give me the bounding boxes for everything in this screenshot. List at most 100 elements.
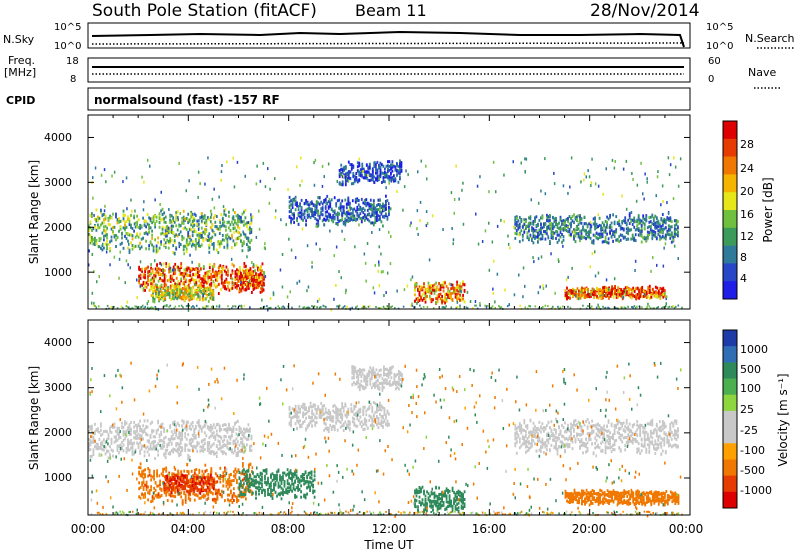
echo-cell — [156, 293, 159, 297]
echo-cell — [115, 238, 117, 242]
echo-cell — [354, 197, 357, 201]
echo-cell — [564, 222, 566, 226]
echo-cell — [202, 425, 205, 429]
echo-cell — [360, 220, 363, 224]
echo-cell — [172, 279, 175, 282]
echo-cell — [247, 227, 250, 231]
echo-cell — [462, 222, 465, 226]
echo-cell — [553, 220, 556, 224]
echo-cell — [207, 273, 210, 277]
echo-cell — [149, 217, 152, 221]
echo-cell — [312, 210, 315, 214]
echo-cell — [484, 304, 486, 307]
echo-cell — [139, 226, 141, 230]
echo-cell — [115, 438, 117, 442]
echo-cell — [91, 427, 93, 430]
echo-cell — [311, 261, 313, 264]
echo-cell — [158, 225, 161, 229]
echo-cell — [340, 183, 343, 187]
echo-cell — [631, 237, 634, 241]
echo-cell — [203, 297, 206, 301]
echo-cell — [649, 307, 652, 309]
power-colorbar: 28 24 20 16 12 8 4 Power [dB] — [722, 120, 775, 300]
echo-cell — [188, 179, 190, 183]
echo-cell — [160, 273, 163, 277]
echo-cell — [167, 240, 170, 243]
echo-cell — [212, 247, 215, 251]
echo-cell — [556, 233, 559, 237]
echo-cell — [463, 283, 466, 287]
echo-cell — [149, 445, 152, 449]
echo-cell — [125, 259, 128, 263]
echo-cell — [368, 162, 371, 166]
echo-cell — [568, 233, 571, 237]
echo-cell — [246, 271, 248, 275]
echo-cell — [238, 236, 241, 240]
echo-cell — [593, 288, 595, 292]
echo-cell — [330, 216, 333, 220]
echo-cell — [649, 215, 652, 219]
echo-cell — [216, 277, 219, 281]
echo-cell — [113, 255, 116, 259]
echo-cell — [367, 167, 370, 171]
echo-cell — [121, 236, 123, 240]
echo-cell — [582, 288, 585, 292]
echo-cell — [169, 304, 172, 307]
echo-cell — [194, 290, 197, 294]
echo-cell — [360, 217, 363, 221]
echo-cell — [648, 231, 651, 235]
echo-cell — [216, 271, 219, 275]
echo-cell — [139, 241, 141, 245]
echo-cell — [116, 432, 119, 436]
echo-cell — [154, 447, 156, 451]
echo-cell — [338, 182, 341, 186]
echo-cell — [241, 220, 244, 224]
echo-cell — [347, 199, 350, 203]
echo-cell — [152, 289, 154, 293]
echo-cell — [192, 285, 195, 289]
echo-cell — [613, 232, 616, 235]
echo-cell — [385, 212, 387, 216]
echo-cell — [145, 267, 148, 271]
echo-cell — [253, 283, 256, 287]
echo-cell — [593, 294, 595, 298]
echo-cell — [324, 210, 327, 214]
echo-cell — [202, 294, 205, 298]
echo-cell — [129, 266, 131, 270]
echo-cell — [175, 213, 178, 217]
echo-cell — [658, 229, 661, 233]
echo-cell — [564, 295, 567, 299]
echo-cell — [246, 268, 249, 272]
echo-cell — [122, 246, 125, 250]
echo-cell — [164, 435, 167, 439]
echo-cell — [422, 305, 425, 308]
echo-cell — [247, 245, 250, 249]
echo-cell — [538, 237, 540, 241]
echo-cell — [326, 215, 329, 219]
echo-cell — [390, 167, 392, 171]
echo-cell — [250, 218, 253, 222]
echo-cell — [631, 234, 634, 238]
echo-cell — [100, 433, 102, 437]
echo-cell — [227, 268, 229, 272]
echo-cell — [182, 291, 185, 295]
echo-cell — [133, 452, 135, 456]
echo-cell — [234, 243, 236, 247]
echo-cell — [657, 289, 660, 293]
echo-cell — [124, 437, 126, 441]
echo-cell — [459, 306, 461, 310]
echo-cell — [494, 300, 496, 304]
echo-cell — [128, 251, 131, 254]
echo-cell — [291, 202, 294, 206]
echo-cell — [140, 434, 143, 437]
echo-cell — [570, 232, 572, 236]
echo-cell — [493, 259, 495, 263]
echo-cell — [209, 286, 212, 290]
echo-cell — [130, 241, 132, 245]
echo-cell — [290, 248, 293, 252]
echo-cell — [640, 240, 643, 244]
echo-cell — [600, 224, 602, 228]
echo-cell — [681, 306, 683, 309]
echo-cell — [314, 158, 317, 162]
echo-cell — [605, 286, 607, 290]
